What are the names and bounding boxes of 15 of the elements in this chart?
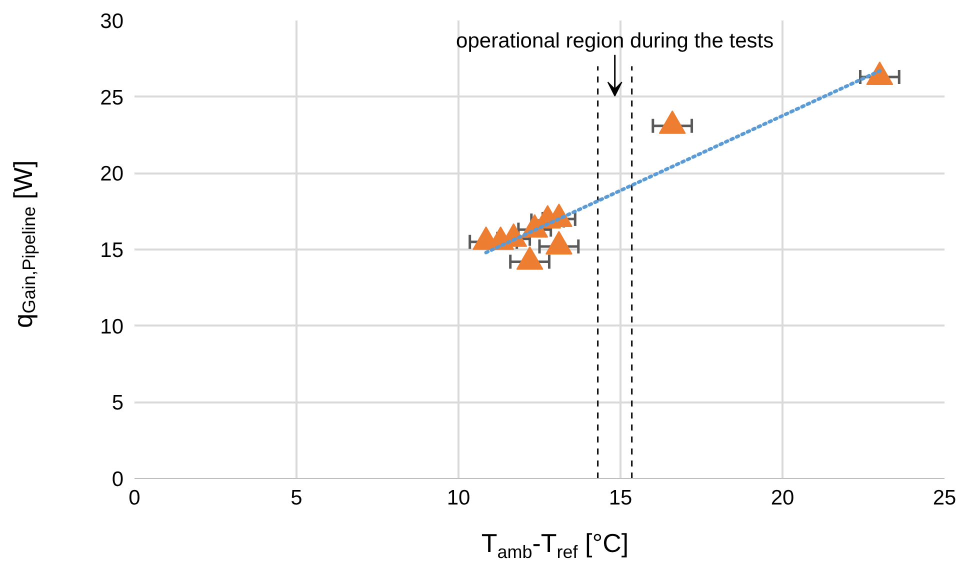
y-tick-label: 15 (100, 239, 124, 262)
y-tick-label: 10 (100, 315, 124, 338)
x-axis-title: T$_{amb}$-T$_{ref}$ [°C] (481, 527, 629, 564)
y-tick-label: 0 (112, 468, 124, 491)
annotation: operational region during the tests (456, 30, 774, 53)
y-tick-label: 30 (100, 10, 124, 33)
y-tick-label: 25 (100, 86, 124, 110)
x-tick-label: 25 (932, 486, 956, 510)
x-tick-label: 0 (128, 486, 140, 510)
x-tick-label: 10 (446, 486, 470, 510)
x-tick-label: 15 (608, 486, 632, 510)
y-tick-label: 5 (112, 392, 124, 415)
x-tick-label: 5 (290, 486, 302, 510)
y-tick-label: 20 (100, 162, 124, 186)
x-tick-label: 20 (770, 486, 794, 510)
